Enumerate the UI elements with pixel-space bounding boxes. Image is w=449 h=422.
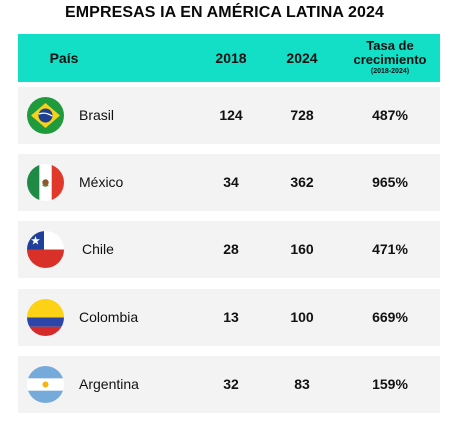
value-2024: 100 xyxy=(290,309,314,325)
table-row: Brasil 124 728 487% xyxy=(18,87,440,144)
chile-flag-icon xyxy=(27,231,64,268)
header-growth-line1: Tasa de xyxy=(366,38,414,53)
value-2018: 13 xyxy=(223,309,239,325)
header-country: País xyxy=(49,50,79,66)
growth-rate: 965% xyxy=(372,174,408,190)
country-name: Argentina xyxy=(79,376,139,392)
value-2024: 728 xyxy=(290,107,314,123)
growth-rate: 487% xyxy=(372,107,408,123)
value-2024: 362 xyxy=(290,174,314,190)
table-row: Argentina 32 83 159% xyxy=(18,356,440,413)
mexico-flag-icon xyxy=(27,164,64,201)
value-2018: 34 xyxy=(223,174,239,190)
header-growth-range: (2018-2024) xyxy=(370,68,410,75)
argentina-flag-icon xyxy=(27,366,64,403)
table-row: Chile 28 160 471% xyxy=(18,221,440,278)
brazil-flag-icon xyxy=(27,97,64,134)
growth-rate: 669% xyxy=(372,309,408,325)
country-name: Chile xyxy=(82,241,114,257)
table-row: Colombia 13 100 669% xyxy=(18,289,440,346)
table-row: México 34 362 965% xyxy=(18,154,440,211)
colombia-flag-icon xyxy=(27,299,64,336)
page-title: EMPRESAS IA EN AMÉRICA LATINA 2024 xyxy=(64,4,384,21)
country-name: Brasil xyxy=(79,107,115,123)
header-2018: 2018 xyxy=(215,50,247,66)
table-header: País 2018 2024 Tasa de crecimiento (2018… xyxy=(18,34,440,82)
growth-rate: 471% xyxy=(372,241,408,257)
country-name: Colombia xyxy=(79,309,139,325)
country-name: México xyxy=(79,174,124,190)
value-2024: 160 xyxy=(290,241,314,257)
value-2018: 28 xyxy=(223,241,239,257)
header-2024: 2024 xyxy=(286,50,318,66)
value-2024: 83 xyxy=(294,376,310,392)
value-2018: 124 xyxy=(219,107,243,123)
header-growth-rate: Tasa de crecimiento (2018-2024) xyxy=(340,34,440,82)
header-growth-line2: crecimiento xyxy=(353,52,427,67)
value-2018: 32 xyxy=(223,376,239,392)
growth-rate: 159% xyxy=(372,376,408,392)
